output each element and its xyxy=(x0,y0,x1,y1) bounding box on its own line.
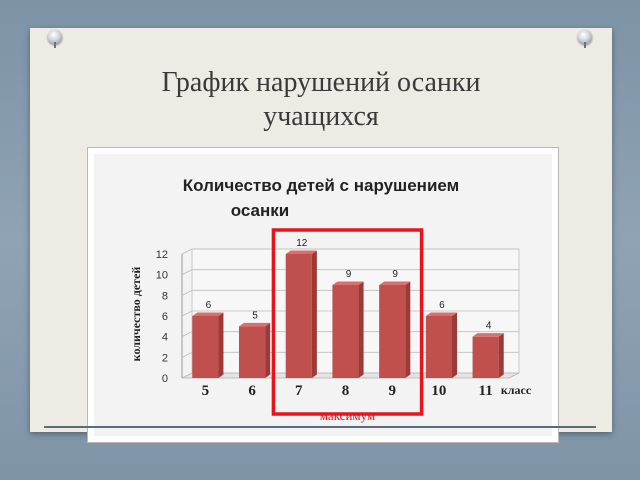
x-tick-label: 7 xyxy=(295,383,303,399)
pushpin-icon xyxy=(578,30,592,48)
chart-area: Количество детей с нарушением осанки кол… xyxy=(94,154,552,436)
x-tick-label: 10 xyxy=(431,383,446,399)
bar xyxy=(332,281,364,378)
gridline-diagonal xyxy=(181,269,193,276)
data-label: 6 xyxy=(439,300,445,311)
bar-top xyxy=(472,333,504,337)
x-tick-label: 5 xyxy=(202,383,210,399)
gridline-diagonal xyxy=(181,248,193,255)
bar-front xyxy=(379,285,406,378)
slide-title-line-2: учащихся xyxy=(263,101,379,132)
data-label: 6 xyxy=(206,300,212,311)
bar-front xyxy=(472,336,499,378)
data-label: 9 xyxy=(392,269,398,280)
x-tick-label: 9 xyxy=(388,383,396,399)
bar-top xyxy=(379,281,411,285)
slide-title-line-1: График нарушений осанки xyxy=(161,67,481,98)
bar-top xyxy=(425,312,458,316)
bar-side xyxy=(498,333,504,378)
bar-side xyxy=(452,312,458,378)
bar xyxy=(379,281,411,378)
y-tick-label: 2 xyxy=(162,352,168,364)
x-tick-label: 11 xyxy=(479,383,493,399)
gridline-diagonal xyxy=(181,372,193,379)
data-label: 9 xyxy=(346,269,352,280)
data-label: 5 xyxy=(252,310,258,321)
slide-title: График нарушений осанки учащихся xyxy=(30,66,612,134)
pushpin-icon xyxy=(48,30,62,48)
bar-side xyxy=(265,322,271,378)
bar-front xyxy=(285,254,312,378)
y-tick-label: 6 xyxy=(162,311,168,323)
y-tick-label: 10 xyxy=(156,270,168,282)
bar xyxy=(192,312,224,378)
chart-frame: Количество детей с нарушением осанки кол… xyxy=(87,147,559,443)
chart-title-line-1: Количество детей с нарушением xyxy=(183,176,459,195)
y-axis-label: количество детей xyxy=(129,267,143,362)
y-tick-label: 8 xyxy=(162,290,168,302)
bar-front xyxy=(332,285,359,378)
x-tick-label: 6 xyxy=(248,383,256,399)
x-axis-label: класс xyxy=(501,383,532,397)
x-tick-label: 8 xyxy=(342,383,350,399)
bar xyxy=(472,333,504,378)
bar-chart: Количество детей с нарушением осанки кол… xyxy=(129,176,532,423)
bar xyxy=(285,250,317,378)
bar-side xyxy=(358,281,364,378)
y-tick-label: 0 xyxy=(162,373,168,385)
bar-front xyxy=(192,316,219,378)
bar xyxy=(238,322,271,378)
gridline-diagonal xyxy=(181,289,193,296)
y-tick-label: 4 xyxy=(162,332,168,344)
data-label: 4 xyxy=(486,321,492,332)
bar xyxy=(425,312,458,378)
bar-side xyxy=(218,312,224,378)
bar-top xyxy=(238,322,271,327)
gridline-diagonal xyxy=(181,331,193,338)
bar-top xyxy=(332,281,364,285)
bar-top xyxy=(285,250,317,254)
gridline-diagonal xyxy=(181,351,193,358)
chart-title-line-2: осанки xyxy=(231,201,290,220)
bar-front xyxy=(238,326,266,378)
gridline-diagonal xyxy=(181,310,193,317)
highlight-box xyxy=(271,228,424,416)
y-tick-label: 12 xyxy=(156,249,168,261)
bar-side xyxy=(405,281,411,378)
highlight-label: максимум xyxy=(320,408,375,423)
shelf-line xyxy=(44,426,596,428)
data-label: 12 xyxy=(296,238,308,249)
bar-top xyxy=(192,312,224,316)
bar-front xyxy=(425,316,453,378)
bar-side xyxy=(311,250,317,378)
